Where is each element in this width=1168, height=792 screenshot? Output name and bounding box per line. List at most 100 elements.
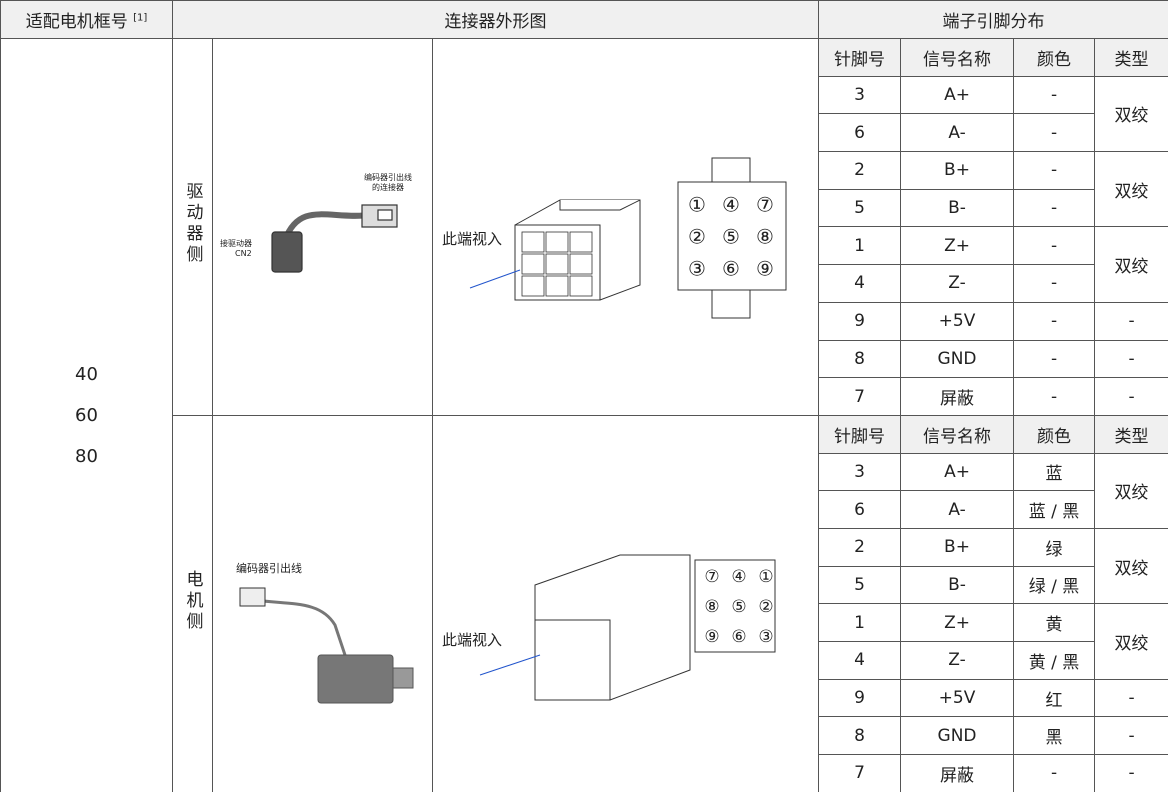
- header-text: 适配电机框号: [25, 12, 128, 32]
- wire-color: 蓝: [1013, 452, 1096, 492]
- pin-number: 1: [818, 603, 902, 642]
- header-cell: 连接器外形图: [171, 0, 820, 39]
- pin-header-row: 40 60 80 驱动器侧 针脚号 信号名称 颜色 类型: [0, 38, 1168, 792]
- pin-number: 6: [818, 113, 902, 153]
- wire-color: -: [1013, 75, 1096, 115]
- wire-color: 蓝 / 黑: [1013, 490, 1096, 529]
- side-label: 电机侧: [182, 569, 203, 633]
- pair-type: -: [1094, 754, 1168, 792]
- motor-frame: 40: [75, 363, 98, 385]
- signal-name: +5V: [900, 678, 1015, 718]
- pin-row: 3 A+ - 双绞: [1, 75, 1168, 153]
- pin-number: 2: [818, 527, 902, 567]
- pair-type: -: [1094, 377, 1168, 416]
- column-header: 信号名称: [900, 414, 1015, 454]
- pin-number: 8: [818, 716, 902, 756]
- pair-type: 双绞: [1094, 527, 1168, 605]
- motor-frames: 40 60 80: [0, 38, 173, 792]
- wire-color: -: [1013, 301, 1096, 341]
- header-cell: 适配电机框号 [1]: [0, 0, 173, 39]
- pin-row: 6 A- 蓝 / 黑: [1, 490, 1168, 529]
- pin-row: 7 屏蔽 - -: [1, 754, 1168, 792]
- signal-name: B+: [900, 151, 1015, 190]
- wire-color: -: [1013, 151, 1096, 190]
- column-header: 针脚号: [818, 414, 902, 454]
- pair-type: 双绞: [1094, 452, 1168, 529]
- column-header: 颜色: [1013, 414, 1096, 454]
- pin-number: 7: [818, 754, 902, 792]
- photo-cell: [212, 38, 433, 416]
- signal-name: Z-: [900, 264, 1015, 303]
- pin-number: 9: [818, 678, 902, 718]
- motor-frame: 60: [75, 404, 98, 426]
- header-cell: 端子引脚分布: [818, 0, 1168, 39]
- pin-row: 1 Z+ - 双绞: [1, 226, 1168, 303]
- pin-row: 8 GND - -: [1, 339, 1168, 379]
- signal-name: 屏蔽: [900, 377, 1015, 416]
- pin-number: 5: [818, 188, 902, 228]
- wire-color: -: [1013, 754, 1096, 792]
- signal-name: GND: [900, 339, 1015, 379]
- signal-name: A+: [900, 75, 1015, 115]
- pin-row: 4 Z- -: [1, 264, 1168, 303]
- wire-color: 绿 / 黑: [1013, 565, 1096, 605]
- wire-color: -: [1013, 188, 1096, 228]
- column-header: 颜色: [1013, 38, 1096, 77]
- pin-number: 4: [818, 641, 902, 680]
- footnote: [1]: [133, 12, 148, 24]
- pin-row: 8 GND 黑 -: [1, 716, 1168, 756]
- pin-row: 4 Z- 黄 / 黑: [1, 641, 1168, 680]
- side-cell: 驱动器侧: [172, 38, 213, 416]
- column-header: 类型: [1094, 38, 1168, 77]
- pin-row: 5 B- 绿 / 黑: [1, 565, 1168, 605]
- wire-color: -: [1013, 264, 1096, 303]
- wire-color: 黑: [1013, 716, 1096, 756]
- signal-name: 屏蔽: [900, 754, 1015, 792]
- signal-name: +5V: [900, 301, 1015, 341]
- pair-type: -: [1094, 716, 1168, 756]
- header-row: 适配电机框号 [1] 连接器外形图 端子引脚分布: [0, 0, 1168, 39]
- signal-name: Z+: [900, 226, 1015, 266]
- signal-name: B+: [900, 527, 1015, 567]
- pin-number: 2: [818, 151, 902, 190]
- pin-row: 9 +5V 红 -: [1, 678, 1168, 718]
- column-header: 类型: [1094, 414, 1168, 454]
- pair-type: -: [1094, 339, 1168, 379]
- pair-type: 双绞: [1094, 226, 1168, 303]
- pin-row: 5 B- -: [1, 188, 1168, 228]
- photo-cell: [212, 414, 433, 792]
- motor-frame: 80: [75, 445, 98, 467]
- pair-type: -: [1094, 301, 1168, 341]
- pin-number: 4: [818, 264, 902, 303]
- pin-number: 5: [818, 565, 902, 605]
- pair-type: 双绞: [1094, 151, 1168, 228]
- side-label: 驱动器侧: [182, 182, 203, 267]
- pin-row: 6 A- -: [1, 113, 1168, 153]
- wire-color: -: [1013, 339, 1096, 379]
- signal-name: B-: [900, 188, 1015, 228]
- pair-type: 双绞: [1094, 603, 1168, 680]
- column-header: 信号名称: [900, 38, 1015, 77]
- side-cell: 电机侧: [172, 414, 213, 792]
- pin-row: 9 +5V - -: [1, 301, 1168, 341]
- wire-color: -: [1013, 226, 1096, 266]
- figure-cell: [431, 38, 820, 416]
- pin-row: 2 B+ - 双绞: [1, 151, 1168, 228]
- signal-name: B-: [900, 565, 1015, 605]
- pair-type: -: [1094, 678, 1168, 718]
- wire-color: 红: [1013, 678, 1096, 718]
- pin-number: 3: [818, 75, 902, 115]
- signal-name: Z-: [900, 641, 1015, 680]
- wire-color: 黄: [1013, 603, 1096, 642]
- signal-name: A-: [900, 113, 1015, 153]
- signal-name: A+: [900, 452, 1015, 492]
- pair-type: 双绞: [1094, 75, 1168, 153]
- signal-name: Z+: [900, 603, 1015, 642]
- column-header: 针脚号: [818, 38, 902, 77]
- wire-color: -: [1013, 113, 1096, 153]
- wire-color: 绿: [1013, 527, 1096, 567]
- pin-number: 3: [818, 452, 902, 492]
